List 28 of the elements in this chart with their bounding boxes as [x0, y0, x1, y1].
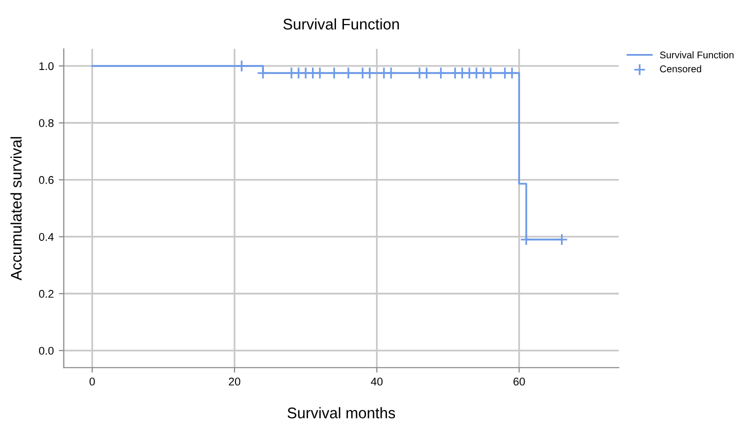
point — [328, 66, 340, 80]
y-axis-title: Accumulated survival — [10, 137, 22, 280]
x-tick-label: 60 — [514, 378, 525, 386]
chart-title: Survival Function — [283, 18, 399, 30]
point — [434, 66, 448, 80]
point — [363, 66, 376, 80]
legend-label: Survival Function — [660, 51, 734, 58]
point — [342, 66, 355, 80]
y-tick-label: 0.4 — [39, 232, 54, 241]
point — [235, 60, 248, 72]
x-axis-title: Survival months — [288, 407, 396, 418]
point — [384, 66, 398, 80]
point — [420, 66, 433, 80]
y-tick-label: 1.0 — [39, 62, 54, 70]
point — [314, 66, 326, 80]
point — [556, 233, 568, 246]
point — [484, 66, 497, 80]
point — [520, 233, 532, 246]
x-tick-label: 20 — [228, 378, 240, 386]
y-tick-label: 0.0 — [39, 346, 54, 355]
y-tick-label: 0.8 — [39, 119, 54, 128]
x-tick-label: 0 — [90, 378, 95, 386]
legend-label: Censored — [660, 65, 702, 72]
x-tick-label: 40 — [370, 378, 383, 386]
point — [506, 66, 518, 80]
y-tick-label: 0.6 — [39, 176, 54, 184]
point — [256, 66, 270, 80]
y-tick-label: 0.2 — [39, 290, 54, 298]
